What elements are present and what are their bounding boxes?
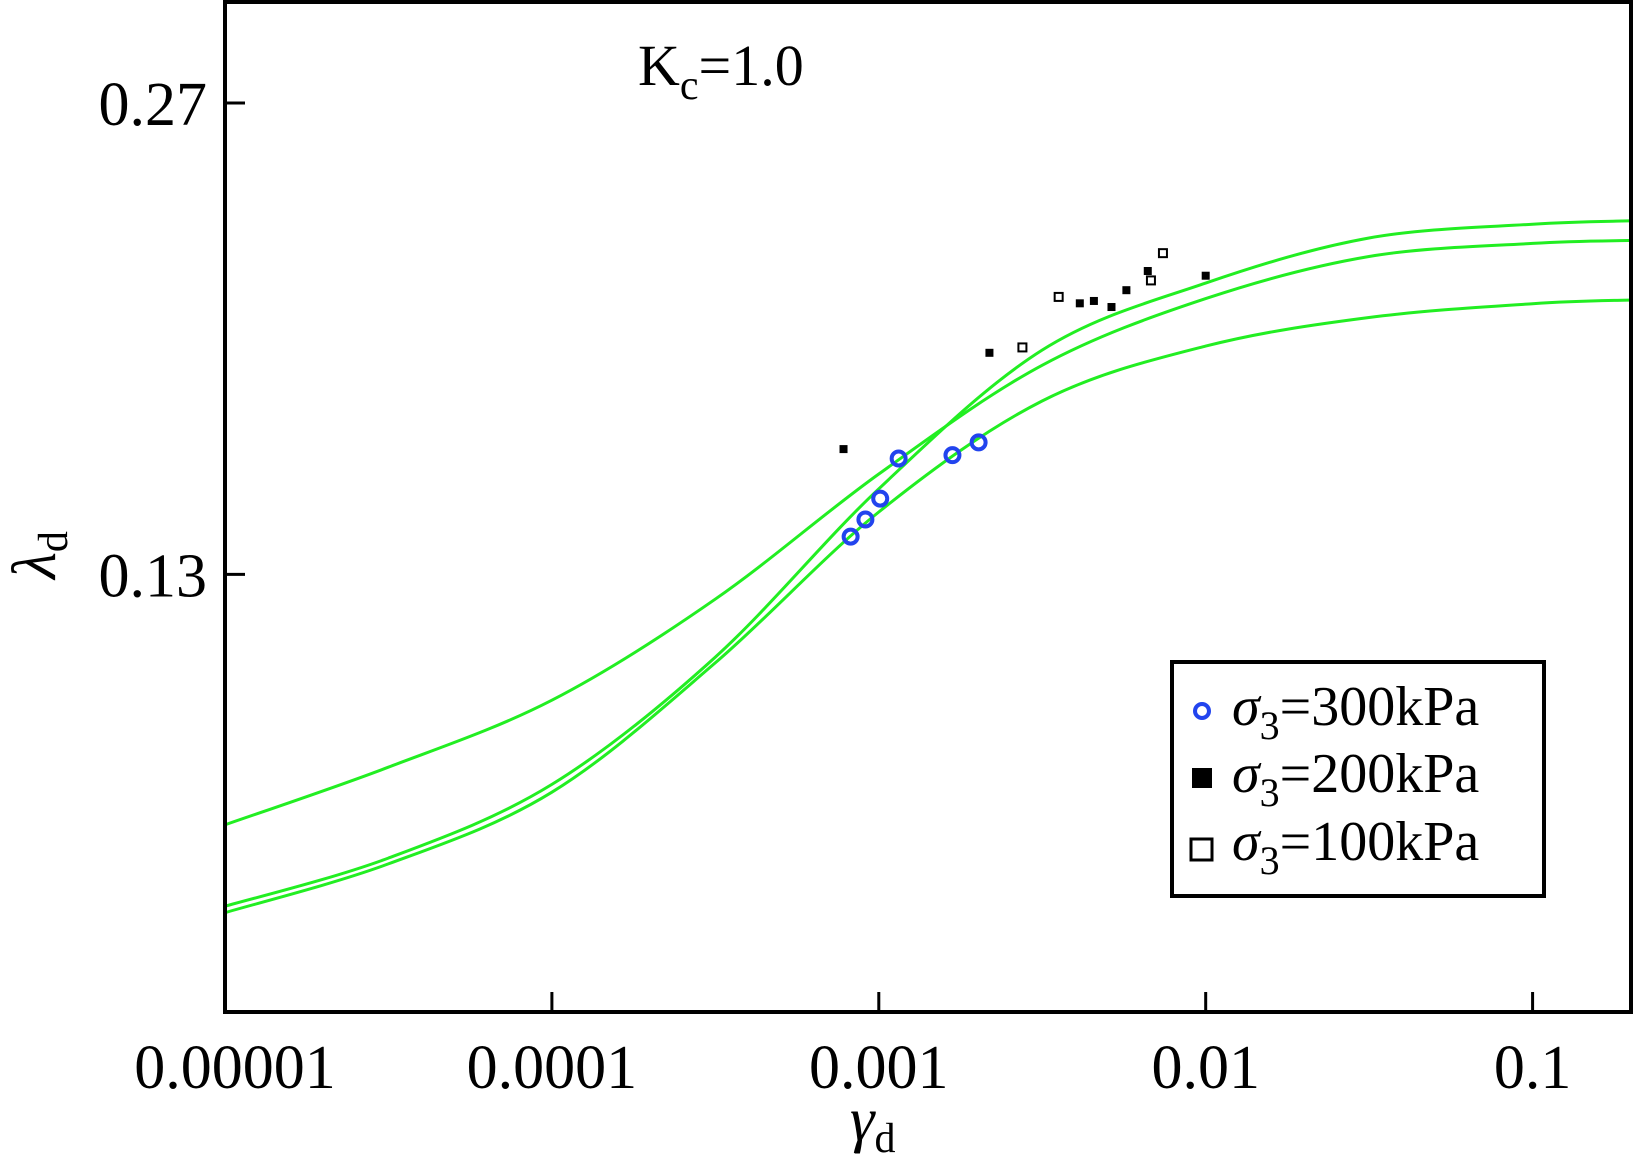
x-axis-label: γd bbox=[850, 1086, 895, 1162]
data-point-200kpa bbox=[839, 445, 848, 454]
data-point-300kpa bbox=[969, 433, 988, 452]
fit-curves bbox=[224, 219, 1632, 915]
plot-frame bbox=[223, 0, 1633, 1014]
annotation-kc: Kc=1.0 bbox=[638, 33, 804, 109]
x-tick-label: 0.1 bbox=[1494, 1034, 1572, 1102]
data-point-300kpa bbox=[943, 446, 962, 465]
data-point-200kpa bbox=[985, 348, 994, 357]
x-tick-label: 0.01 bbox=[1151, 1034, 1260, 1102]
x-tick-label: 0.0001 bbox=[467, 1034, 638, 1102]
data-point-200kpa bbox=[1122, 286, 1131, 295]
data-point-300kpa bbox=[889, 449, 908, 468]
fit-curve-3 bbox=[224, 298, 1632, 915]
y-axis-label: λd bbox=[1, 531, 77, 581]
data-point-100kpa bbox=[1053, 291, 1064, 302]
data-point-300kpa bbox=[871, 489, 890, 508]
legend: σ3=300kPa σ3=200kPa σ3=100kPa bbox=[1170, 660, 1546, 898]
legend-label-100: σ3=100kPa bbox=[1232, 811, 1479, 883]
data-point-100kpa bbox=[1017, 342, 1028, 353]
data-points bbox=[839, 248, 1210, 546]
data-point-100kpa bbox=[1157, 248, 1168, 259]
fit-curve-2 bbox=[224, 219, 1632, 908]
data-point-200kpa bbox=[1201, 271, 1210, 280]
axis-ticks: 0.00001 0.0001 0.001 0.01 0.1 0.13 0.27 bbox=[99, 71, 1572, 1102]
x-tick-label: 0.001 bbox=[809, 1034, 949, 1102]
legend-marker-100 bbox=[1189, 837, 1214, 862]
data-point-300kpa bbox=[856, 510, 875, 529]
y-tick-label: 0.27 bbox=[99, 71, 208, 139]
legend-label-300: σ3=300kPa bbox=[1232, 676, 1479, 748]
data-point-300kpa bbox=[841, 527, 860, 546]
legend-box bbox=[1170, 660, 1546, 898]
data-point-100kpa bbox=[1145, 275, 1156, 286]
legend-label-200: σ3=200kPa bbox=[1232, 743, 1479, 815]
data-point-200kpa bbox=[1075, 299, 1084, 308]
y-tick-label: 0.13 bbox=[99, 542, 208, 610]
data-point-200kpa bbox=[1089, 296, 1098, 305]
legend-marker-300 bbox=[1193, 702, 1211, 720]
x-tick-label: 0.00001 bbox=[134, 1034, 336, 1102]
data-point-200kpa bbox=[1107, 303, 1116, 312]
legend-marker-200 bbox=[1192, 768, 1212, 788]
fit-curve-1 bbox=[224, 238, 1632, 827]
data-point-200kpa bbox=[1143, 266, 1152, 275]
